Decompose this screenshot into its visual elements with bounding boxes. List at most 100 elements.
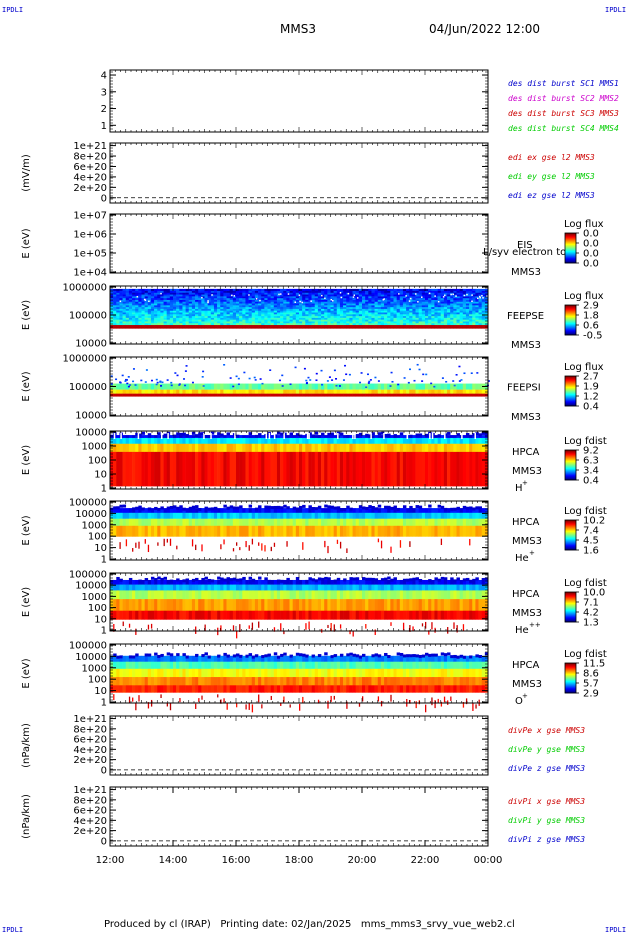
heatmap-cell (141, 507, 145, 511)
heatmap-cell (437, 437, 442, 445)
colorbar-cell (565, 244, 576, 246)
heatmap-cell (339, 319, 344, 322)
heatmap-cell (204, 443, 208, 453)
heatmap-cell (434, 324, 438, 327)
heatmap-cell (251, 310, 256, 313)
heatmap-cell (245, 290, 249, 293)
heatmap-cell (336, 393, 341, 397)
heatmap-cell (217, 393, 221, 397)
heatmap-cell (239, 525, 243, 537)
heatmap-cell (176, 313, 180, 317)
heatmap-cell (163, 525, 167, 537)
heatmap-cell (264, 303, 268, 306)
heatmap-cell (311, 451, 316, 487)
heatmap-cell (299, 322, 303, 326)
heatmap-cell (169, 292, 174, 295)
heatmap-cell (324, 303, 328, 306)
heatmap-cell (207, 383, 212, 390)
heatmap-cell (311, 324, 316, 327)
heatmap-cell (387, 317, 391, 320)
heatmap-cell (478, 324, 482, 327)
heatmap-cell (371, 322, 375, 326)
heatmap-cell (191, 451, 196, 487)
heatmap-cell (358, 317, 363, 320)
heatmap-cell (147, 321, 152, 324)
heatmap-cell (236, 437, 240, 445)
heatmap-cell (368, 297, 372, 300)
heatmap-cell (169, 308, 174, 311)
heatmap-cell (286, 383, 290, 390)
heatmap-cell (251, 312, 256, 315)
heatmap-cell (185, 313, 190, 317)
heatmap-dot (120, 433, 122, 439)
heatmap-cell (380, 451, 385, 487)
heatmap-cell (267, 313, 271, 317)
heatmap-cell (440, 451, 445, 487)
heatmap-cell (456, 303, 460, 306)
heatmap-cell (191, 383, 196, 390)
heatmap-cell (176, 315, 180, 318)
heatmap-cell (258, 305, 262, 308)
heatmap-cell (232, 312, 237, 315)
heatmap-cell (415, 433, 419, 437)
heatmap-cell (425, 313, 429, 317)
heatmap-cell (270, 310, 275, 313)
heatmap-cell (317, 297, 322, 300)
heatmap-cell (267, 292, 271, 295)
heatmap-cell (229, 313, 234, 317)
heatmap-dot (336, 539, 339, 544)
heatmap-cell (229, 518, 234, 527)
heatmap-cell (481, 508, 486, 514)
heatmap-cell (371, 437, 375, 445)
heatmap-cell (374, 306, 379, 309)
heatmap-cell (207, 312, 212, 315)
heatmap-cell (270, 288, 275, 291)
heatmap-cell (176, 308, 180, 311)
heatmap-cell (191, 518, 196, 527)
heatmap-cell (264, 305, 268, 308)
heatmap-cell (150, 389, 155, 394)
heatmap-cell (440, 322, 445, 326)
heatmap-cell (343, 321, 347, 324)
heatmap-cell (453, 305, 457, 308)
heatmap-cell (166, 324, 171, 327)
heatmap-dot (110, 383, 113, 385)
heatmap-cell (412, 451, 416, 487)
colorbar-cell (565, 239, 576, 241)
heatmap-cell (409, 317, 413, 320)
heatmap-cell (169, 321, 174, 324)
heatmap-cell (437, 297, 442, 300)
heatmap-cell (248, 296, 253, 299)
heatmap-dot (253, 376, 256, 379)
heatmap-cell (459, 294, 464, 297)
heatmap-cell (280, 313, 284, 317)
heatmap-cell (418, 383, 423, 390)
heatmap-cell (368, 305, 372, 308)
heatmap-cell (188, 389, 193, 394)
heatmap-cell (374, 313, 379, 317)
heatmap-cell (380, 322, 385, 326)
heatmap-cell (213, 443, 218, 453)
heatmap-cell (201, 297, 205, 300)
heatmap-cell (166, 393, 171, 397)
heatmap-cell (264, 310, 268, 313)
heatmap-dot (368, 380, 371, 383)
heatmap-cell (213, 299, 218, 302)
heatmap-cell (113, 437, 117, 445)
heatmap-cell (343, 288, 347, 291)
heatmap-cell (472, 389, 476, 394)
heatmap-cell (355, 305, 360, 308)
heatmap-cell (141, 288, 145, 291)
heatmap-cell (393, 434, 397, 438)
heatmap-cell (163, 292, 167, 295)
heatmap-cell (154, 321, 158, 324)
heatmap-cell (242, 310, 246, 313)
heatmap-cell (384, 301, 388, 304)
heatmap-cell (321, 305, 325, 308)
heatmap-cell (371, 317, 375, 320)
heatmap-cell (154, 525, 158, 537)
heatmap-cell (217, 313, 221, 317)
heatmap-cell (450, 393, 454, 397)
heatmap-cell (254, 322, 259, 326)
heatmap-cell (229, 512, 234, 519)
